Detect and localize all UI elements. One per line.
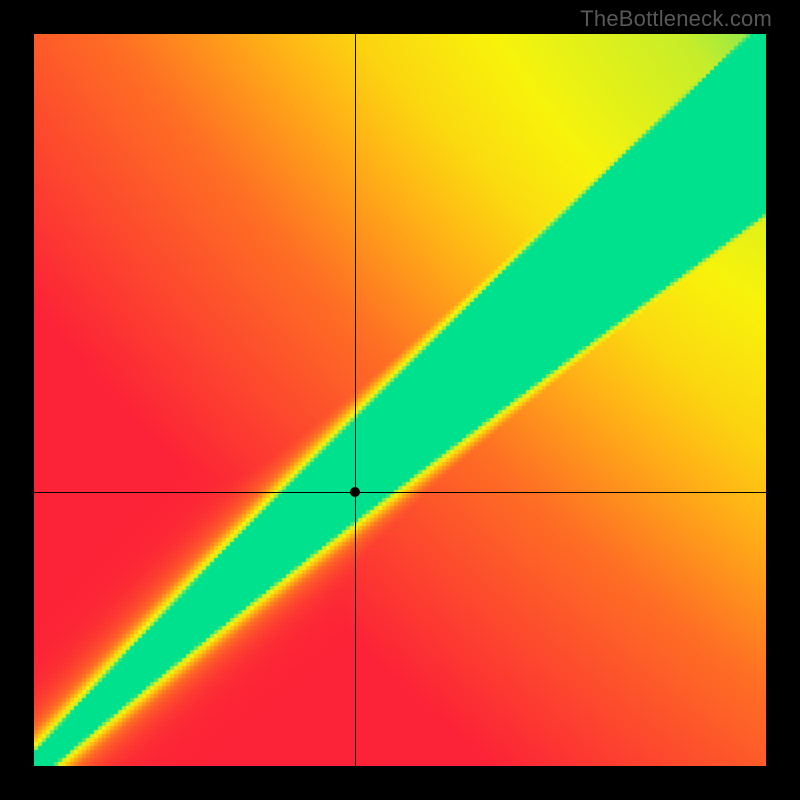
crosshair-vertical bbox=[355, 34, 356, 766]
crosshair-marker bbox=[350, 487, 360, 497]
watermark-text: TheBottleneck.com bbox=[580, 6, 772, 32]
bottleneck-heatmap bbox=[34, 34, 766, 766]
plot-area bbox=[34, 34, 766, 766]
chart-frame: TheBottleneck.com bbox=[0, 0, 800, 800]
crosshair-horizontal bbox=[34, 492, 766, 493]
